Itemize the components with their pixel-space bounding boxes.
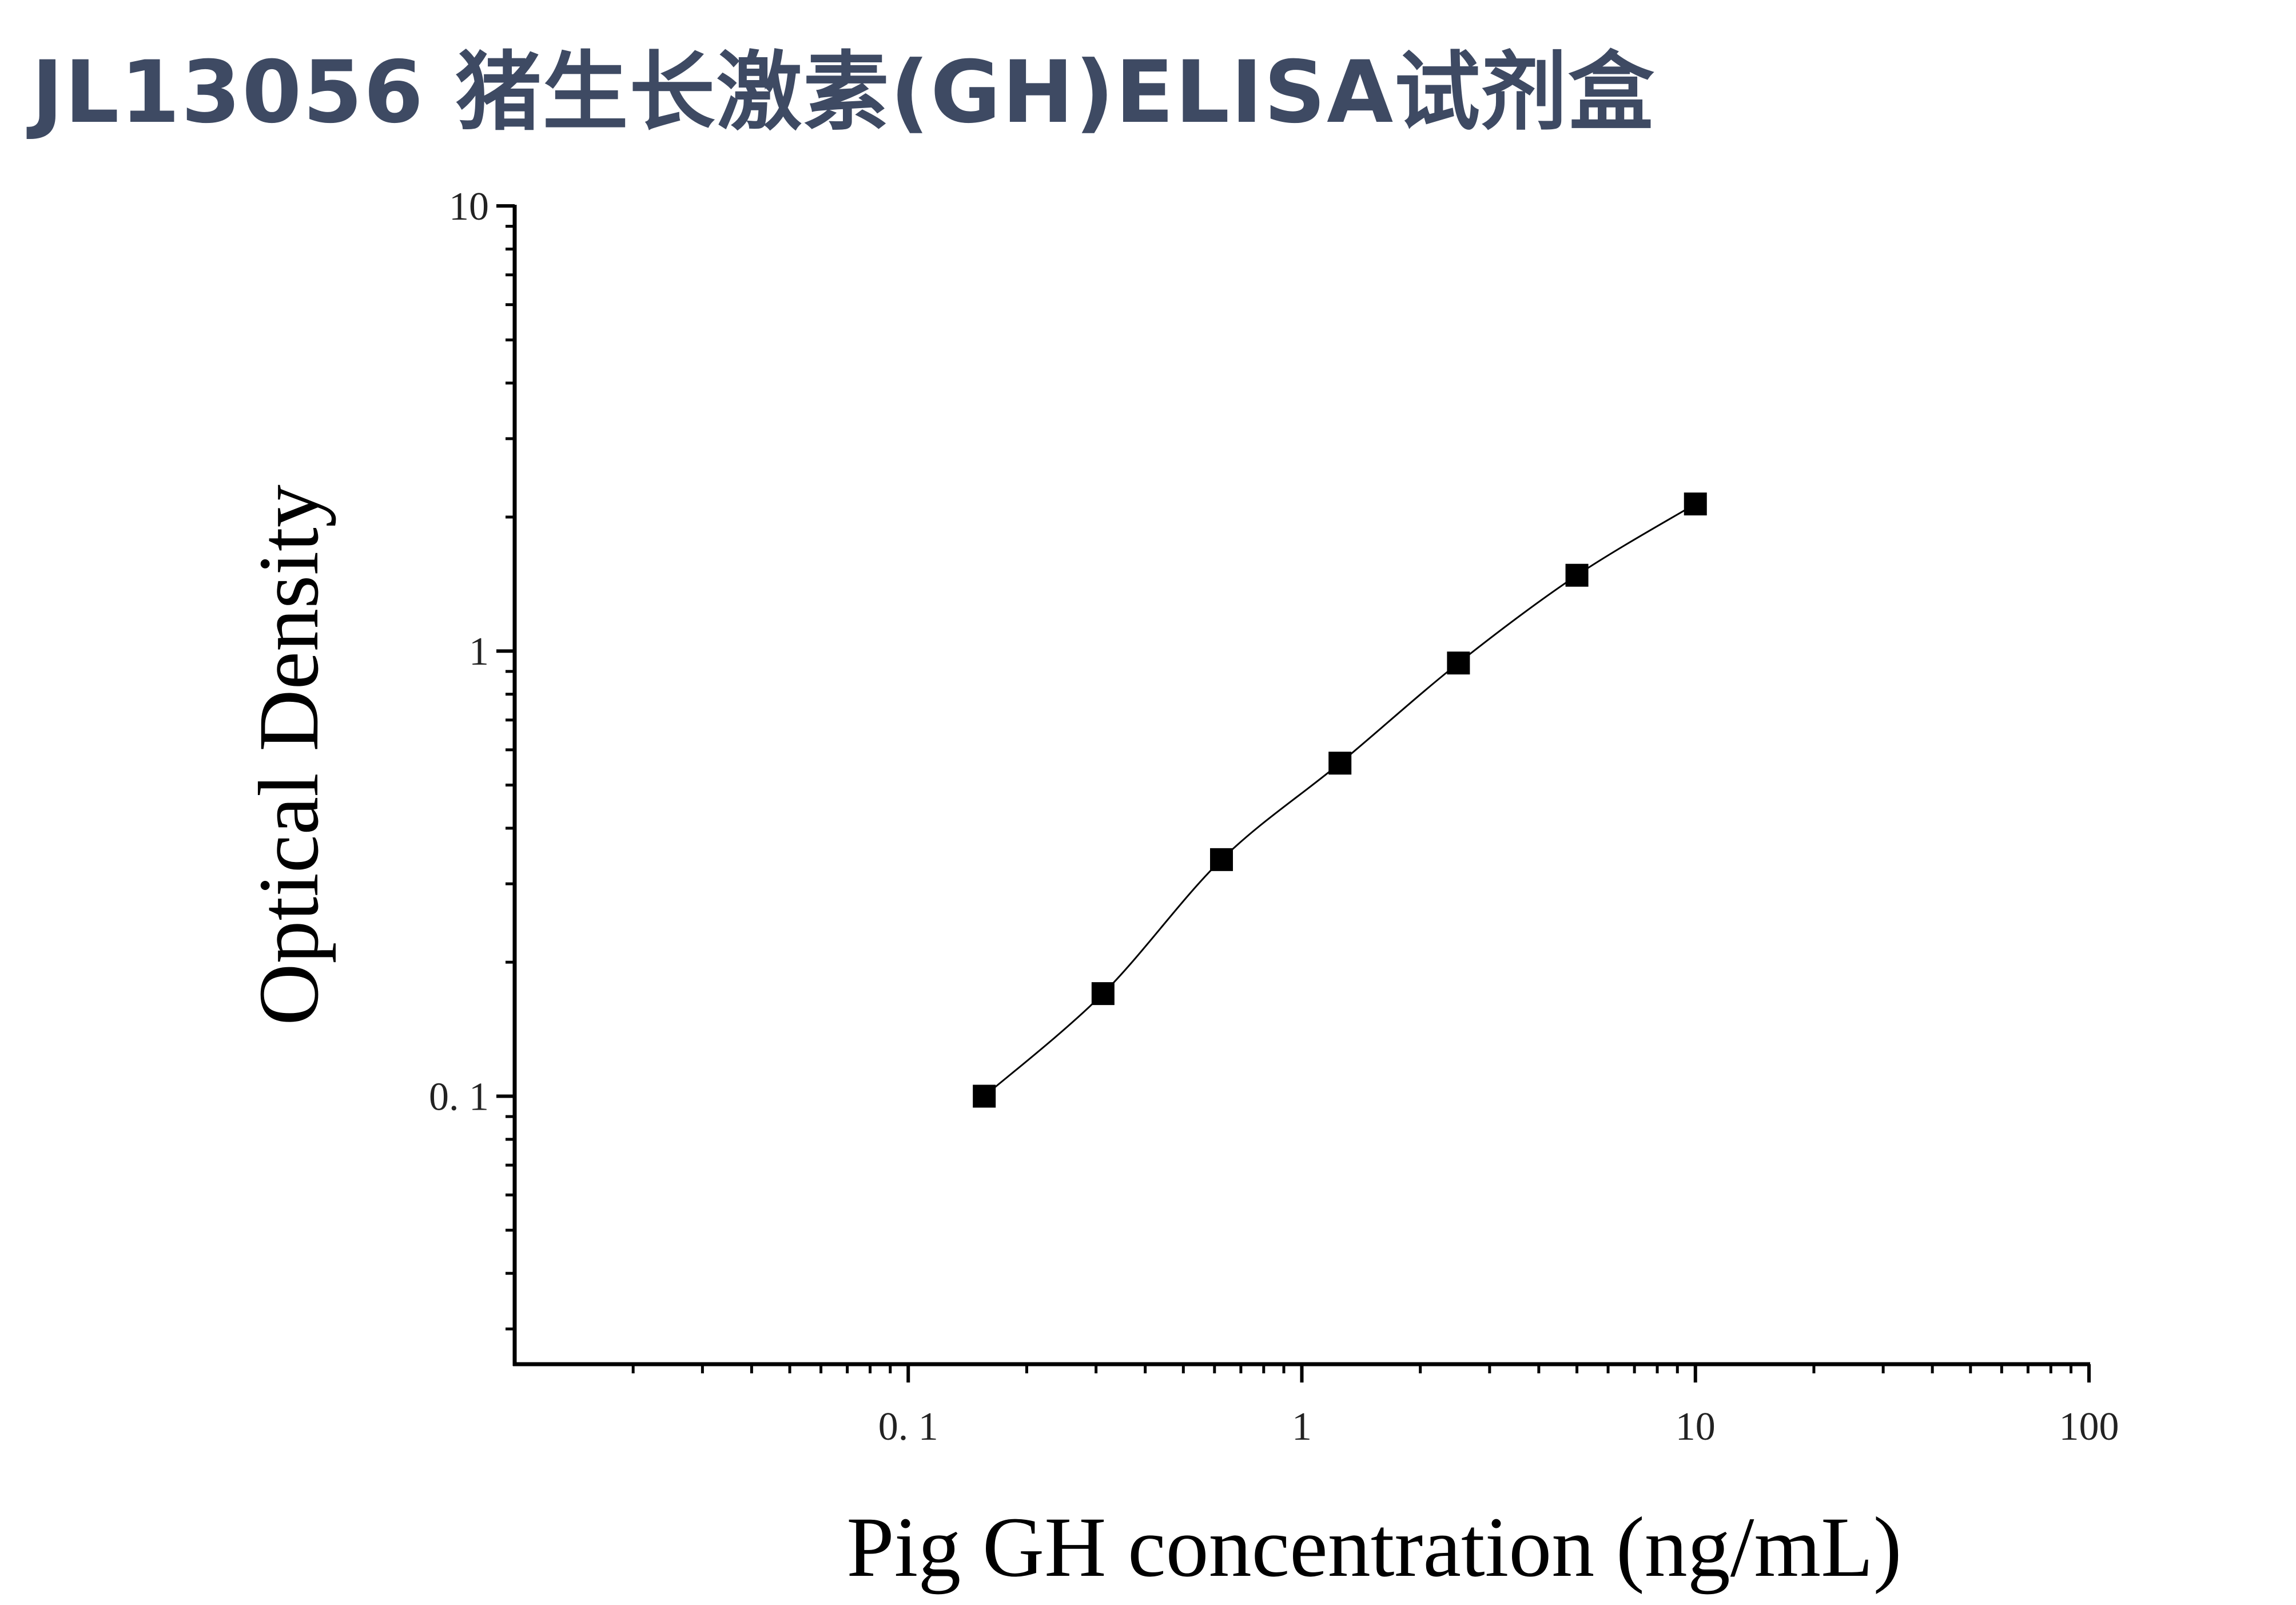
- y-tick-label: 10: [449, 185, 489, 229]
- curve-layer: [984, 503, 1696, 1097]
- data-point: [1447, 651, 1470, 675]
- y-tick-label: 0. 1: [429, 1075, 489, 1119]
- points-layer: [973, 492, 1707, 1108]
- data-point: [1210, 848, 1233, 871]
- data-point: [1565, 563, 1589, 587]
- x-tick-label: 0. 1: [878, 1405, 938, 1449]
- data-point: [1684, 492, 1707, 516]
- x-tick-label: 10: [1676, 1405, 1716, 1449]
- y-tick-label: 1: [469, 630, 489, 674]
- x-tick-label: 1: [1292, 1405, 1312, 1449]
- axes: [512, 205, 2090, 1366]
- page-title: JL13056 猪生长激素(GH)ELISA试剂盒: [31, 43, 1656, 142]
- x-tick-label: 100: [2059, 1405, 2119, 1449]
- y-axis-title: Optical Density: [241, 484, 336, 1026]
- data-point: [973, 1084, 996, 1108]
- x-axis-title: Pig GH concentration (ng/mL): [846, 1500, 1901, 1595]
- fitted-curve: [984, 503, 1696, 1097]
- data-point: [1091, 982, 1115, 1006]
- x-axis-ticks: 0. 1 1 10 100: [631, 1364, 2119, 1449]
- y-axis-ticks: 0. 1 1 10: [429, 185, 515, 1330]
- data-point: [1328, 752, 1352, 775]
